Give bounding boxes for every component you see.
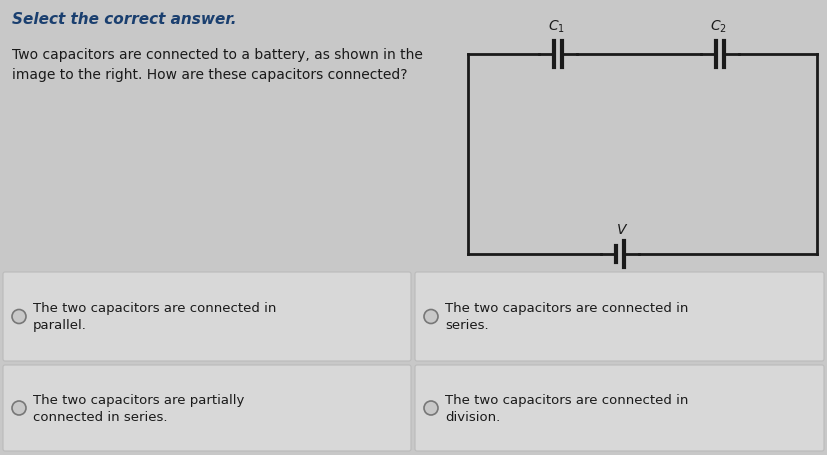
Text: Select the correct answer.: Select the correct answer. — [12, 12, 237, 27]
FancyBboxPatch shape — [415, 365, 824, 451]
Circle shape — [12, 310, 26, 324]
Text: $C_2$: $C_2$ — [710, 19, 726, 35]
Text: series.: series. — [445, 319, 489, 332]
Circle shape — [424, 401, 438, 415]
Text: parallel.: parallel. — [33, 319, 87, 332]
Text: connected in series.: connected in series. — [33, 410, 168, 423]
Circle shape — [12, 401, 26, 415]
Text: $C_1$: $C_1$ — [547, 19, 565, 35]
Text: V: V — [617, 222, 627, 237]
FancyBboxPatch shape — [3, 365, 411, 451]
Text: The two capacitors are partially: The two capacitors are partially — [33, 393, 244, 406]
Text: The two capacitors are connected in: The two capacitors are connected in — [33, 302, 276, 315]
FancyBboxPatch shape — [415, 273, 824, 361]
Text: division.: division. — [445, 410, 500, 423]
Text: The two capacitors are connected in: The two capacitors are connected in — [445, 393, 688, 406]
Text: image to the right. How are these capacitors connected?: image to the right. How are these capaci… — [12, 68, 408, 82]
FancyBboxPatch shape — [3, 273, 411, 361]
Text: The two capacitors are connected in: The two capacitors are connected in — [445, 302, 688, 315]
Circle shape — [424, 310, 438, 324]
Text: Two capacitors are connected to a battery, as shown in the: Two capacitors are connected to a batter… — [12, 48, 423, 62]
